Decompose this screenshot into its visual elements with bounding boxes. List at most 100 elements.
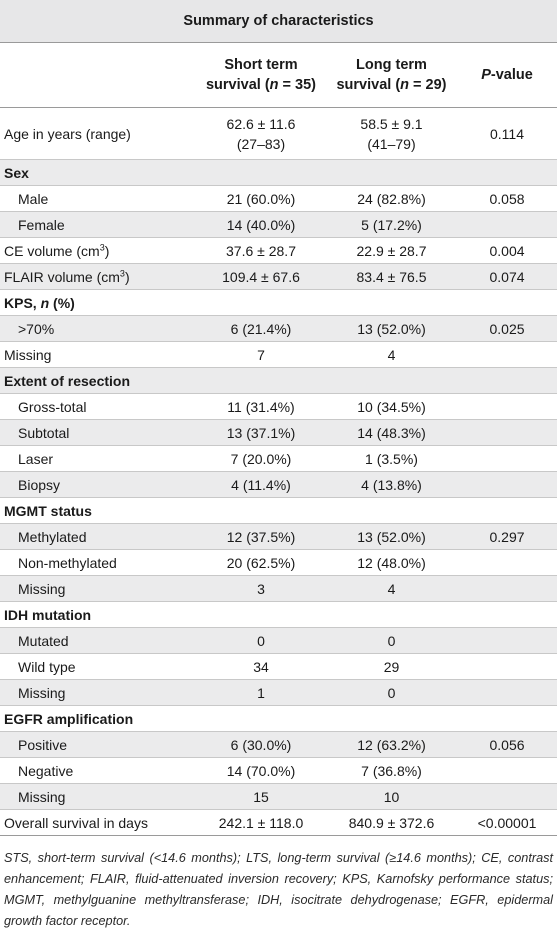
cell-p xyxy=(457,627,557,654)
table-row: Biopsy 4 (11.4%) 4 (13.8%) xyxy=(0,471,557,498)
row-label: Positive xyxy=(0,731,196,758)
cell-p: 0.056 xyxy=(457,731,557,758)
table-row: Missing 15 10 xyxy=(0,783,557,810)
header-p-rest: -value xyxy=(490,67,533,83)
section-label-italic: n xyxy=(40,294,50,311)
row-label: Female xyxy=(0,211,196,238)
cell-short: 6 (21.4%) xyxy=(196,315,326,342)
cell-short: 34 xyxy=(196,653,326,680)
cell-short: 7 (20.0%) xyxy=(196,445,326,472)
row-label-tail: ) xyxy=(124,268,130,285)
cell-long: 12 (63.2%) xyxy=(326,731,457,758)
section-row: Extent of resection xyxy=(0,367,557,394)
row-label: Non-methylated xyxy=(0,549,196,576)
cell-p: 0.297 xyxy=(457,523,557,550)
cell-p xyxy=(457,419,557,446)
row-label: FLAIR volume (cm3) xyxy=(0,263,196,290)
section-label: Sex xyxy=(0,159,557,186)
table-row: Non-methylated 20 (62.5%) 12 (48.0%) xyxy=(0,549,557,576)
table-title: Summary of characteristics xyxy=(0,0,557,43)
cell-long: 4 xyxy=(326,341,457,368)
cell-long: 10 xyxy=(326,783,457,810)
table-row: Age in years (range) 62.6 ± 11.6 (27–83) … xyxy=(0,107,557,160)
cell-short: 7 xyxy=(196,341,326,368)
cell-long: 83.4 ± 76.5 xyxy=(326,263,457,290)
cell-long: 13 (52.0%) xyxy=(326,523,457,550)
section-row: EGFR amplification xyxy=(0,705,557,732)
cell-p xyxy=(457,679,557,706)
table-row: Male 21 (60.0%) 24 (82.8%) 0.058 xyxy=(0,185,557,212)
cell-p: 0.025 xyxy=(457,315,557,342)
cell-p: 0.074 xyxy=(457,263,557,290)
cell-short: 15 xyxy=(196,783,326,810)
table-footnote: STS, short-term survival (<14.6 months);… xyxy=(4,851,553,928)
row-label: >70% xyxy=(0,315,196,342)
cell-long: 7 (36.8%) xyxy=(326,757,457,784)
cell-long: 5 (17.2%) xyxy=(326,211,457,238)
cell-long: 29 xyxy=(326,653,457,680)
table-row: FLAIR volume (cm3) 109.4 ± 67.6 83.4 ± 7… xyxy=(0,263,557,290)
cell-p: <0.00001 xyxy=(457,809,557,836)
header-short-term: Short term survival (n = 35) xyxy=(196,42,326,108)
table-row: Positive 6 (30.0%) 12 (63.2%) 0.056 xyxy=(0,731,557,758)
table-row: Missing 7 4 xyxy=(0,341,557,368)
cell-short: 62.6 ± 11.6 (27–83) xyxy=(196,107,326,160)
cell-long: 58.5 ± 9.1 (41–79) xyxy=(326,107,457,160)
cell-short-line1: 62.6 ± 11.6 xyxy=(226,115,296,132)
section-row: IDH mutation xyxy=(0,601,557,628)
cell-p xyxy=(457,757,557,784)
characteristics-table: Summary of characteristics Short term su… xyxy=(0,0,557,836)
header-short-post: = 35) xyxy=(278,77,316,93)
cell-short: 11 (31.4%) xyxy=(196,393,326,420)
row-label: Biopsy xyxy=(0,471,196,498)
cell-short: 242.1 ± 118.0 xyxy=(196,809,326,836)
row-label-text: CE volume (cm xyxy=(4,242,100,259)
table-row: CE volume (cm3) 37.6 ± 28.7 22.9 ± 28.7 … xyxy=(0,237,557,264)
header-long-line2: survival (n = 29) xyxy=(328,75,455,95)
cell-p xyxy=(457,549,557,576)
cell-short: 3 xyxy=(196,575,326,602)
table-row: Methylated 12 (37.5%) 13 (52.0%) 0.297 xyxy=(0,523,557,550)
cell-long-line2: (41–79) xyxy=(367,135,416,152)
row-label: Subtotal xyxy=(0,419,196,446)
cell-p xyxy=(457,783,557,810)
section-label-tail: (%) xyxy=(49,294,75,311)
section-row: Sex xyxy=(0,159,557,186)
header-p-value: P-value xyxy=(457,42,557,108)
cell-p xyxy=(457,341,557,368)
row-label: Laser xyxy=(0,445,196,472)
section-label: Extent of resection xyxy=(0,367,557,394)
cell-short: 37.6 ± 28.7 xyxy=(196,237,326,264)
row-label: Age in years (range) xyxy=(0,107,196,160)
row-label: Missing xyxy=(0,679,196,706)
cell-p: 0.004 xyxy=(457,237,557,264)
cell-p xyxy=(457,653,557,680)
table-row: Laser 7 (20.0%) 1 (3.5%) xyxy=(0,445,557,472)
header-long-pre: survival ( xyxy=(336,77,401,93)
row-label: Methylated xyxy=(0,523,196,550)
row-label: CE volume (cm3) xyxy=(0,237,196,264)
header-short-n: n xyxy=(269,77,279,93)
cell-short: 109.4 ± 67.6 xyxy=(196,263,326,290)
header-short-line1: Short term xyxy=(224,57,298,73)
row-label-text: FLAIR volume (cm xyxy=(4,268,120,285)
cell-p xyxy=(457,211,557,238)
cell-short: 6 (30.0%) xyxy=(196,731,326,758)
table-row: Negative 14 (70.0%) 7 (36.8%) xyxy=(0,757,557,784)
cell-long: 4 xyxy=(326,575,457,602)
cell-p xyxy=(457,471,557,498)
row-label-sup: 3 xyxy=(119,267,125,278)
section-label: KPS, n (%) xyxy=(0,289,557,316)
cell-long: 10 (34.5%) xyxy=(326,393,457,420)
cell-short-line2: (27–83) xyxy=(236,135,286,152)
header-p-italic: P xyxy=(481,67,491,83)
cell-p xyxy=(457,575,557,602)
cell-long: 14 (48.3%) xyxy=(326,419,457,446)
row-label-tail: ) xyxy=(104,242,110,259)
table-row: Gross-total 11 (31.4%) 10 (34.5%) xyxy=(0,393,557,420)
cell-short: 13 (37.1%) xyxy=(196,419,326,446)
cell-long: 13 (52.0%) xyxy=(326,315,457,342)
section-row: MGMT status xyxy=(0,497,557,524)
table-row: Subtotal 13 (37.1%) 14 (48.3%) xyxy=(0,419,557,446)
table-row: Missing 3 4 xyxy=(0,575,557,602)
